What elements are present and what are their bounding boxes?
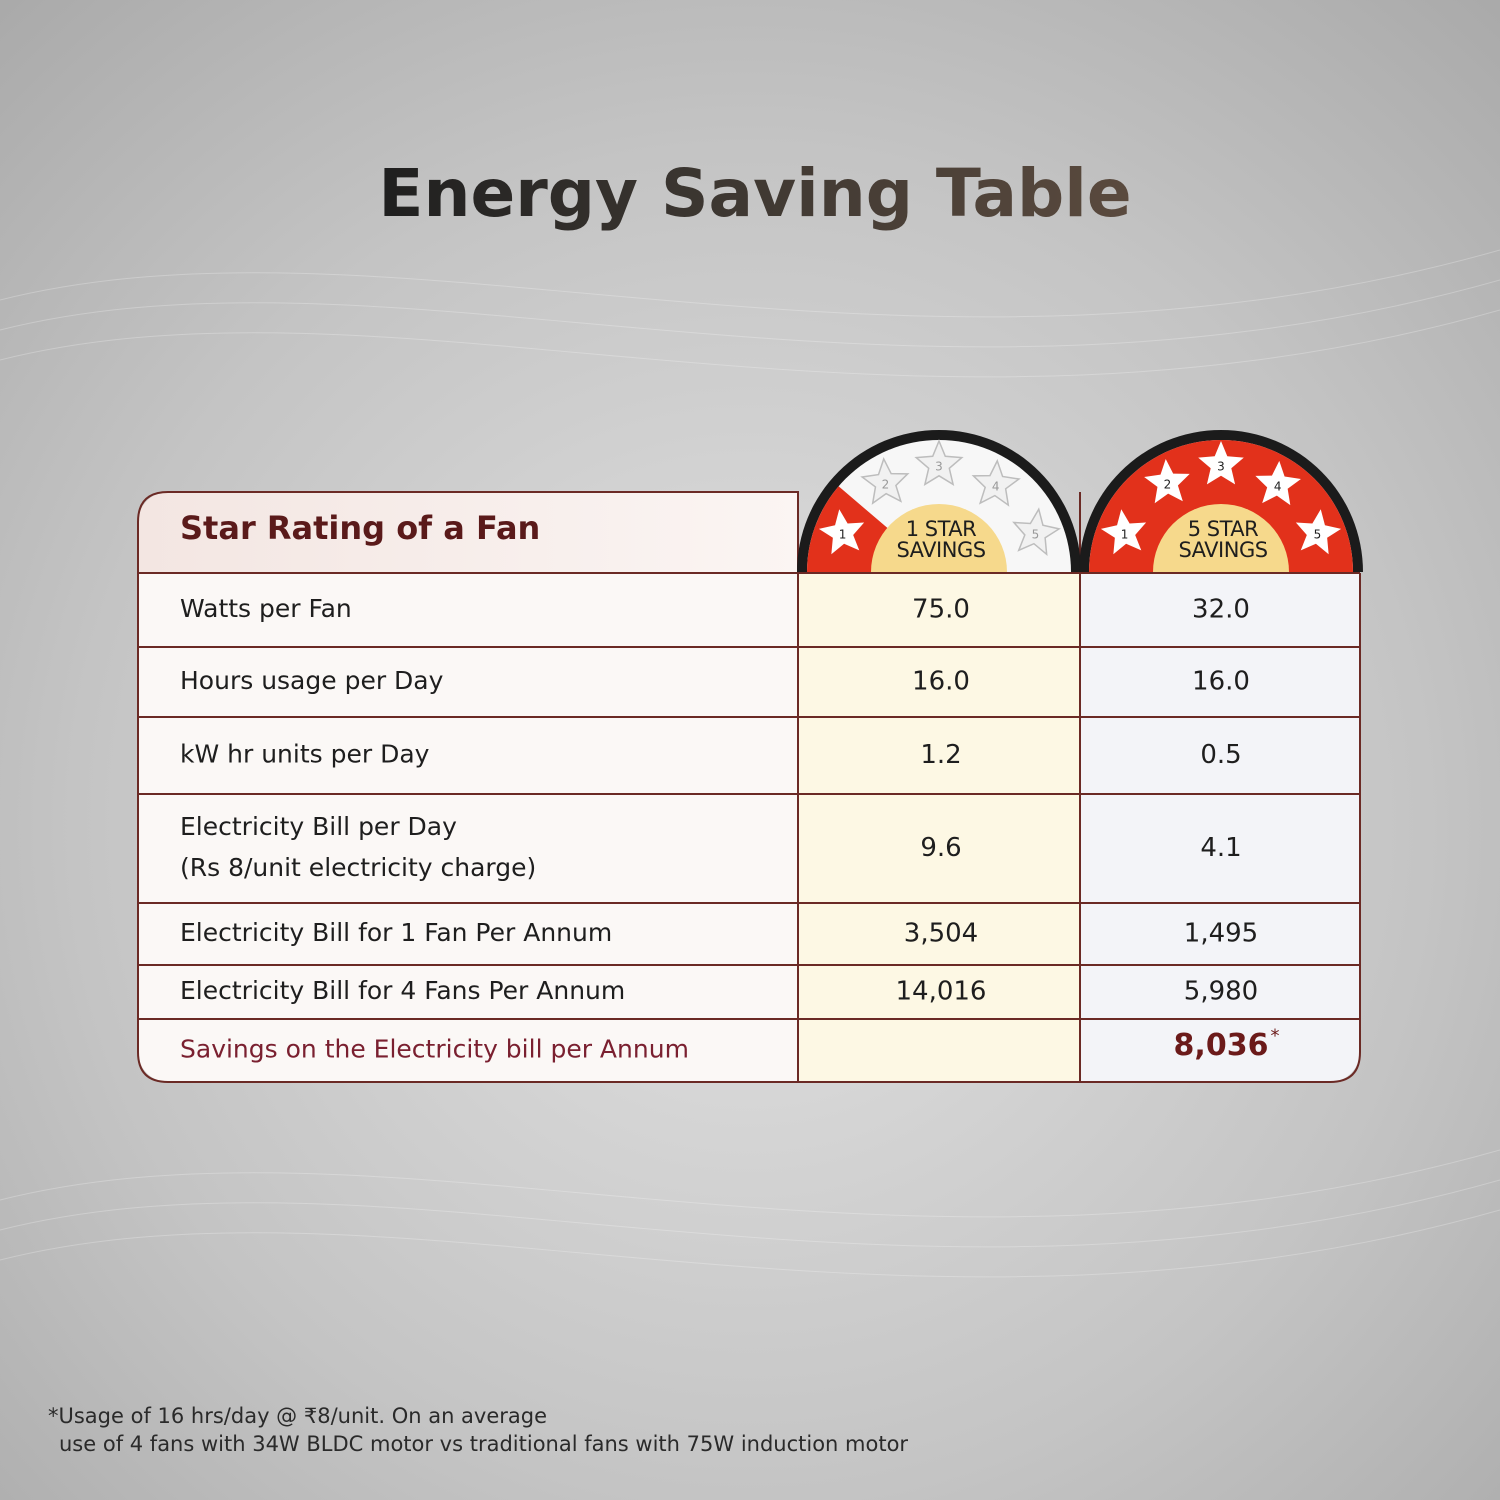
background-waves (0, 249, 1500, 1278)
row-label: kW hr units per Day (180, 740, 430, 769)
cell-value: 1,495 (1184, 919, 1258, 949)
footnote-line: *Usage of 16 hrs/day @ ₹8/unit. On an av… (48, 1404, 547, 1428)
star-number: 1 (1121, 528, 1129, 542)
star (1144, 458, 1190, 504)
table-outline (137, 491, 799, 573)
table-header: Star Rating of a Fan (180, 509, 540, 547)
row-label: Electricity Bill per Day (180, 812, 457, 841)
header-cell (138, 492, 798, 573)
one-star-column (798, 573, 1080, 1082)
badge-center (871, 504, 1007, 572)
star (1295, 509, 1342, 555)
badge-center (1153, 504, 1289, 572)
cell-value: 8,036 (1174, 1028, 1269, 1063)
footnote: *Usage of 16 hrs/day @ ₹8/unit. On an av… (48, 1404, 908, 1456)
star-number: 4 (1274, 479, 1282, 493)
footnote-line: use of 4 fans with 34W BLDC motor vs tra… (59, 1432, 908, 1456)
star-number: 4 (992, 479, 1000, 493)
row-label: (Rs 8/unit electricity charge) (180, 853, 536, 882)
star-number: 2 (1164, 477, 1172, 491)
star (1100, 509, 1147, 555)
star-number: 3 (1217, 460, 1225, 474)
five-star-column (1080, 573, 1360, 1082)
star-number: 1 (839, 528, 847, 542)
star-number: 3 (935, 460, 943, 474)
star (914, 439, 964, 486)
row-label: Electricity Bill for 1 Fan Per Annum (180, 918, 612, 947)
star (1198, 441, 1244, 485)
badge-label: SAVINGS (1178, 538, 1267, 562)
cell-value: 16.0 (912, 667, 970, 697)
star-number: 5 (1314, 528, 1322, 542)
cell-value: 75.0 (912, 595, 970, 625)
row-label: Electricity Bill for 4 Fans Per Annum (180, 976, 625, 1005)
footnote-marker: * (1270, 1026, 1279, 1047)
table-outline (137, 573, 1361, 1083)
cell-value: 0.5 (1200, 740, 1241, 770)
star-number: 2 (882, 477, 890, 491)
label-column (138, 573, 798, 1082)
cell-value: 4.1 (1200, 833, 1241, 863)
table-backgrounds (138, 492, 1360, 1082)
row-label: Hours usage per Day (180, 666, 444, 695)
cell-value: 9.6 (920, 833, 961, 863)
star-number: 5 (1032, 528, 1040, 542)
cell-value: 1.2 (920, 740, 961, 770)
cell-value: 3,504 (904, 919, 978, 949)
badge-label: 1 STAR (906, 517, 977, 541)
cell-value: 32.0 (1192, 595, 1250, 625)
star (1012, 507, 1062, 557)
row-label: Savings on the Electricity bill per Annu… (180, 1035, 689, 1064)
row-label: Watts per Fan (180, 594, 352, 623)
star (818, 509, 865, 555)
star (860, 457, 910, 505)
cell-value: 14,016 (896, 977, 987, 1007)
badge-label: 5 STAR (1188, 517, 1259, 541)
cell-value: 5,980 (1184, 977, 1258, 1007)
star (971, 458, 1021, 507)
cell-value: 16.0 (1192, 667, 1250, 697)
star (1255, 460, 1301, 506)
badge-label: SAVINGS (896, 538, 985, 562)
page-title: Energy Saving Table (378, 155, 1131, 232)
